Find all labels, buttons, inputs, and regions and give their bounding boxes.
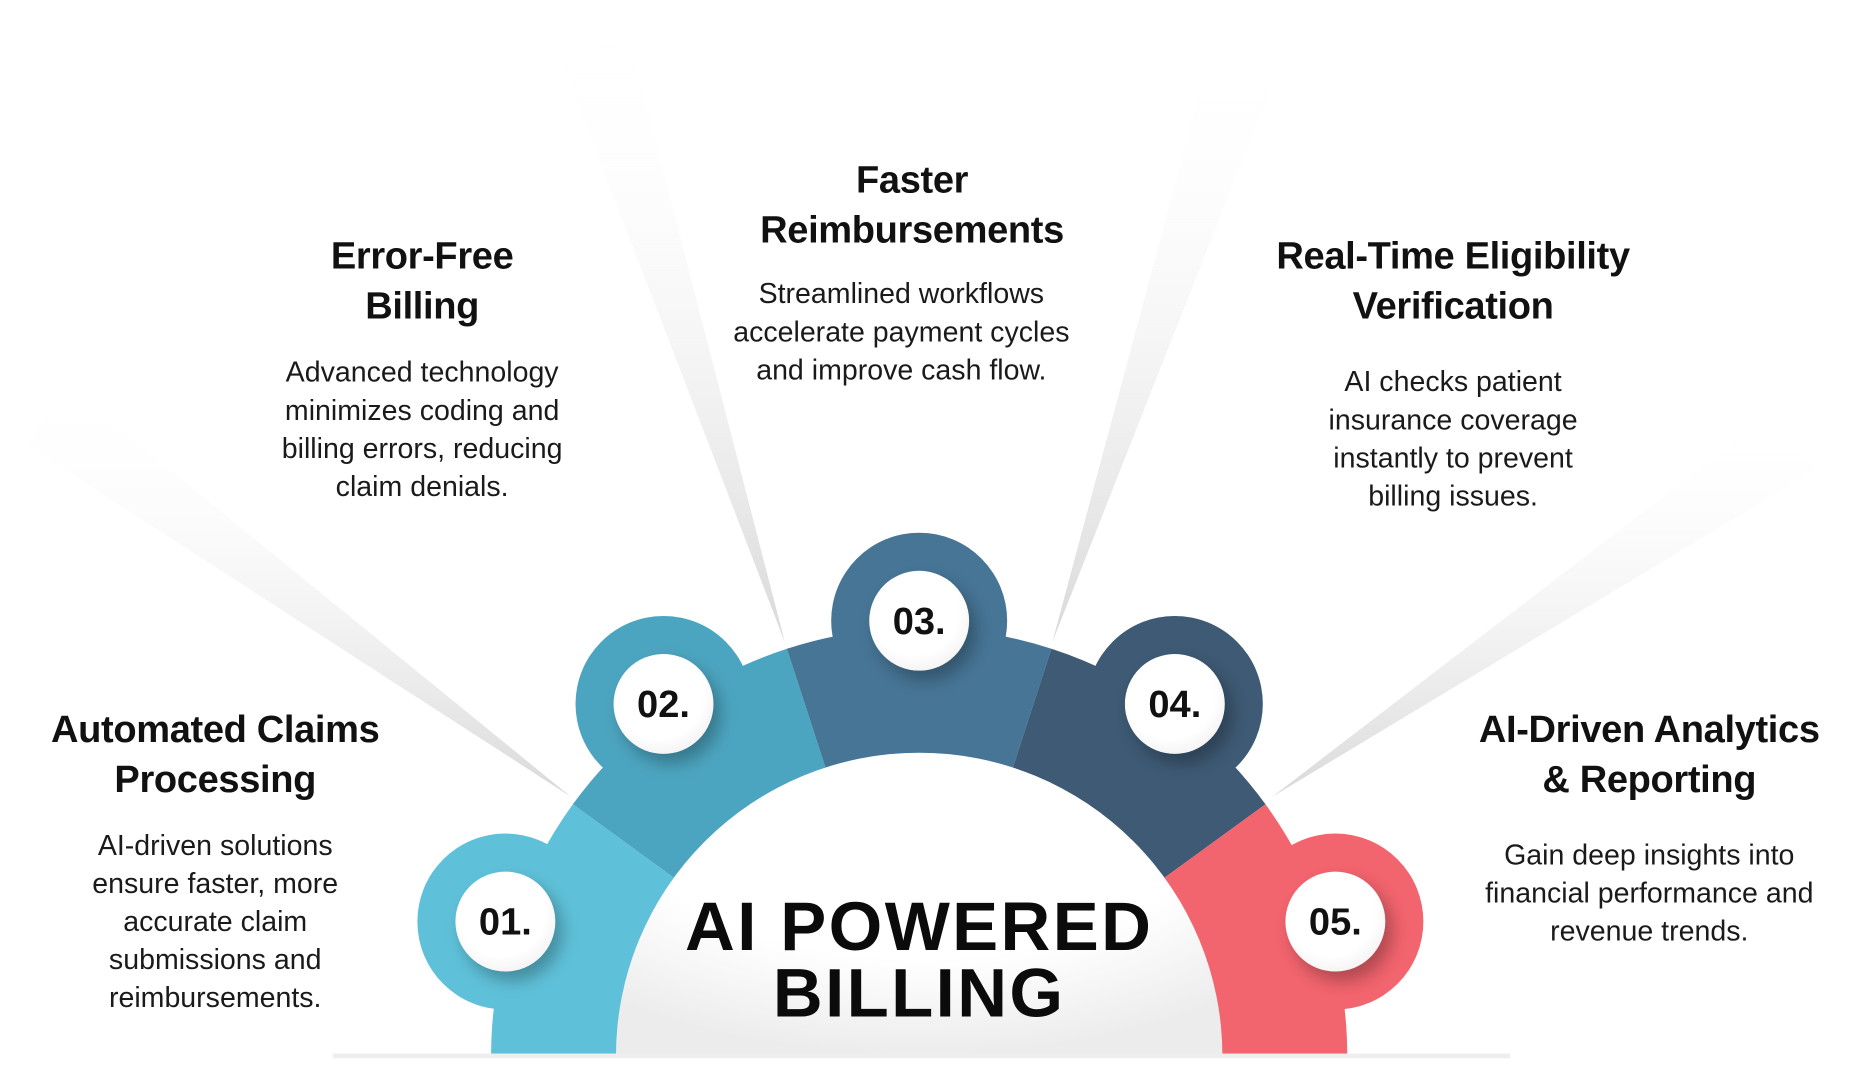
step-05-description: Gain deep insights into financial perfor… [1485, 839, 1814, 948]
step-03-text: Faster Reimbursements Streamlined workflo… [723, 155, 1101, 390]
step-05-title-line1: AI-Driven Analytics [1478, 707, 1820, 751]
step-number-05: 05. [1285, 871, 1386, 972]
step-03-title-line2: Reimbursements [760, 208, 1064, 251]
step-05-text: AI-Driven Analytics & Reporting Gain deep… [1453, 704, 1845, 951]
step-number-03: 03. [869, 570, 970, 671]
step-03-title-line1: Faster [856, 158, 969, 201]
step-01-description: AI-driven solutions ensure faster, more … [92, 829, 339, 1015]
step-05-title-line2: & Reporting [1542, 757, 1757, 801]
light-ray [1272, 410, 1816, 797]
center-dome [615, 752, 1223, 1056]
step-04-text: Real-Time Eligibility Verification AI che… [1239, 231, 1667, 516]
step-01-title-line1: Automated Claims [51, 707, 380, 751]
light-ray [1052, 36, 1283, 643]
light-rays [26, 36, 1816, 797]
step-02-title-line2: Billing [365, 284, 480, 328]
base-line [332, 1053, 1511, 1059]
light-ray [560, 36, 785, 643]
step-04-description: AI checks patient insurance coverage ins… [1328, 366, 1578, 513]
step-04-title-line2: Verification [1352, 284, 1554, 328]
step-01-text: Automated Claims Processing AI-driven sol… [24, 704, 407, 1018]
step-01-title-line2: Processing [114, 757, 317, 801]
step-02-text: Error-Free Billing Advanced technology mi… [250, 231, 595, 507]
center-title: AI POWERED BILLING [622, 888, 1217, 1033]
step-number-04: 04. [1124, 654, 1225, 754]
step-number-02: 02. [613, 654, 714, 754]
step-03-description: Streamlined workflows accelerate payment… [733, 278, 1070, 387]
center-title-line2: BILLING [772, 954, 1066, 1033]
light-ray [26, 387, 571, 797]
step-02-title-line1: Error-Free [330, 234, 514, 278]
step-number-01: 01. [455, 871, 556, 972]
center-title-line1: AI POWERED [685, 888, 1154, 966]
step-04-title-line1: Real-Time Eligibility [1276, 234, 1630, 278]
step-02-description: Advanced technology minimizes coding and… [281, 356, 563, 503]
